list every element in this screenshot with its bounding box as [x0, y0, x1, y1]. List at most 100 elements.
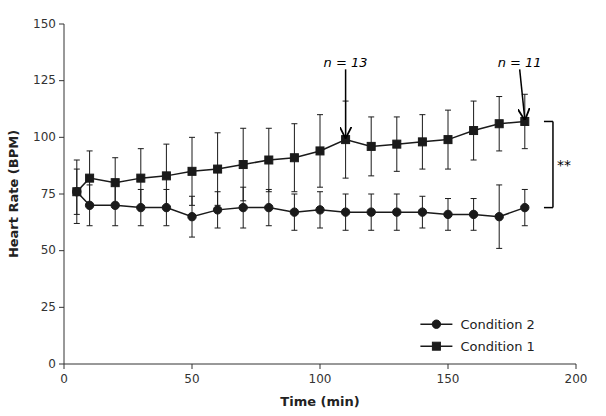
point — [290, 208, 298, 216]
point — [444, 136, 452, 144]
y-tick-label: 125 — [33, 73, 56, 87]
annotation-text: n = 11 — [498, 55, 542, 70]
error-bar-cap — [496, 150, 502, 151]
error-bar-cap — [445, 230, 451, 231]
error-bar-cap — [471, 230, 477, 231]
x-tick-label: 100 — [309, 372, 332, 386]
bracket-tick — [544, 121, 553, 123]
significance-text: ** — [557, 157, 571, 173]
point — [162, 203, 170, 211]
error-bar-cap — [368, 175, 374, 176]
point — [495, 120, 503, 128]
point — [521, 203, 529, 211]
error-bar-cap — [74, 160, 80, 161]
y-tick-label: 150 — [33, 17, 56, 31]
error-bar — [291, 124, 297, 192]
error-bar-cap — [291, 191, 297, 192]
x-tick — [448, 364, 449, 369]
error-bar-cap — [189, 137, 195, 138]
y-tick — [59, 80, 64, 81]
error-bar-cap — [74, 214, 80, 215]
point — [469, 210, 477, 218]
error-bar-cap — [189, 237, 195, 238]
error-bar-cap — [394, 230, 400, 231]
point — [188, 167, 196, 175]
point — [316, 206, 324, 214]
error-bar-cap — [419, 169, 425, 170]
error-bar-cap — [317, 114, 323, 115]
point — [73, 188, 81, 196]
error-bar-cap — [419, 228, 425, 229]
error-bar-cap — [496, 248, 502, 249]
series — [73, 94, 529, 223]
y-tick — [59, 137, 64, 138]
error-bar — [368, 117, 374, 176]
error-bar-cap — [317, 187, 323, 188]
error-bar-cap — [291, 194, 297, 195]
point — [265, 156, 273, 164]
point — [444, 210, 452, 218]
legend: Condition 2 Condition 1 — [420, 317, 534, 354]
point — [341, 208, 349, 216]
y-tick — [59, 194, 64, 195]
error-bar — [189, 137, 195, 205]
y-tick-label: 75 — [41, 187, 56, 201]
series — [73, 169, 529, 248]
annotation-text: n = 13 — [324, 55, 368, 70]
error-bar-cap — [112, 157, 118, 158]
y-tick — [59, 24, 64, 25]
error-bar-cap — [419, 114, 425, 115]
error-bar — [394, 117, 400, 171]
y-tick — [59, 364, 64, 365]
point — [239, 203, 247, 211]
error-bar-cap — [291, 123, 297, 124]
legend-item: Condition 2 — [420, 317, 534, 332]
error-bar-cap — [266, 225, 272, 226]
error-bar-cap — [163, 225, 169, 226]
error-bar — [471, 101, 477, 160]
error-bar-cap — [343, 194, 349, 195]
error-bar-cap — [189, 196, 195, 197]
y-axis-label: Heart Rate (BPM) — [6, 130, 21, 258]
error-bar-cap — [74, 223, 80, 224]
error-bar-cap — [496, 96, 502, 97]
error-bar-cap — [240, 228, 246, 229]
y-tick-label: 50 — [41, 243, 56, 257]
plot-area — [73, 94, 529, 248]
significance-bracket — [544, 121, 553, 207]
error-bar — [317, 115, 323, 188]
point — [290, 154, 298, 162]
point — [239, 161, 247, 169]
x-tick-label: 150 — [437, 372, 460, 386]
error-bar-cap — [112, 184, 118, 185]
error-bar-cap — [138, 225, 144, 226]
legend-item: Condition 1 — [420, 339, 534, 354]
error-bar-cap — [343, 230, 349, 231]
error-bar-cap — [368, 230, 374, 231]
error-bar-cap — [471, 101, 477, 102]
error-bar-cap — [368, 194, 374, 195]
y-tick — [59, 250, 64, 251]
error-bar-cap — [215, 228, 221, 229]
error-bar — [419, 115, 425, 169]
legend-marker — [432, 342, 440, 350]
y-tick-label: 100 — [33, 130, 56, 144]
error-bar-cap — [163, 189, 169, 190]
annotation-arrow — [345, 69, 347, 137]
error-bar-cap — [87, 150, 93, 151]
error-bar-cap — [240, 187, 246, 188]
error-bar-cap — [522, 189, 528, 190]
point — [316, 147, 324, 155]
error-bar-cap — [394, 171, 400, 172]
y-tick-label: 25 — [41, 300, 56, 314]
x-tick — [576, 364, 577, 369]
error-bar-cap — [445, 198, 451, 199]
error-bar-cap — [317, 191, 323, 192]
point — [73, 188, 81, 196]
error-bar-cap — [87, 225, 93, 226]
legend-label: Condition 2 — [460, 317, 534, 332]
error-bar-cap — [471, 198, 477, 199]
point — [418, 208, 426, 216]
error-bar-cap — [74, 169, 80, 170]
error-bar-cap — [394, 116, 400, 117]
